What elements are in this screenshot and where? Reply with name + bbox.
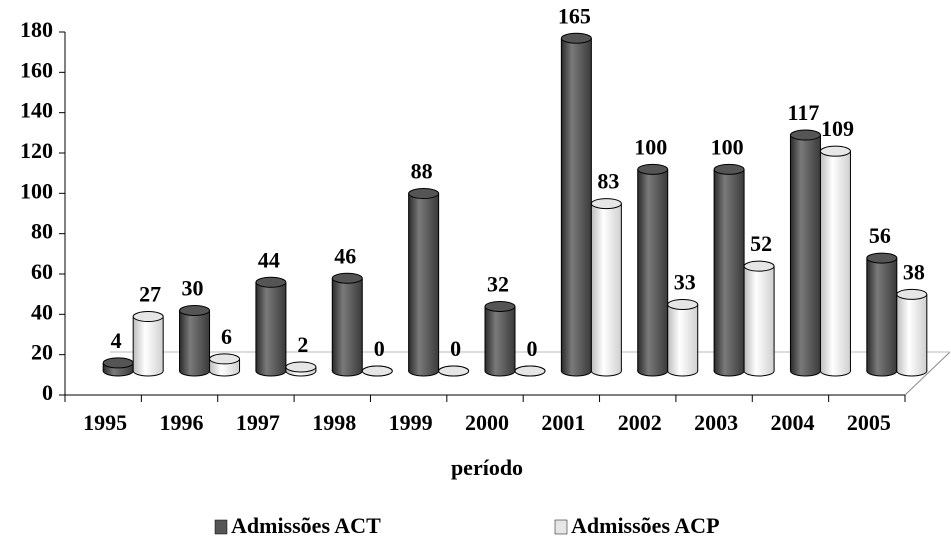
bar-top [866, 252, 898, 264]
bar-top [896, 288, 928, 300]
value-label: 56 [869, 223, 891, 248]
value-label: 100 [711, 134, 744, 159]
x-tick-label: 2005 [847, 410, 891, 435]
value-label: 30 [182, 276, 204, 301]
bar [896, 294, 927, 371]
legend-swatch [554, 519, 568, 535]
bar [561, 38, 592, 371]
value-label: 0 [374, 336, 385, 361]
y-tick-label: 60 [31, 259, 53, 284]
y-tick-label: 100 [20, 178, 53, 203]
value-label: 52 [750, 231, 772, 256]
legend-label: Admissões ACT [231, 513, 381, 538]
bar-top [590, 198, 622, 210]
y-tick-label: 120 [20, 138, 53, 163]
bar-top [285, 361, 317, 373]
value-label: 83 [597, 169, 619, 194]
value-label: 165 [558, 3, 591, 28]
value-label: 6 [221, 324, 232, 349]
y-tick-label: 160 [20, 57, 53, 82]
y-tick-label: 180 [20, 17, 53, 42]
bar [714, 169, 745, 371]
bar-top [331, 272, 363, 284]
value-label: 32 [487, 272, 509, 297]
bar [485, 306, 515, 371]
x-tick-label: 2000 [465, 410, 509, 435]
bar [179, 310, 210, 371]
bar-top [209, 353, 241, 365]
bar [820, 151, 851, 371]
bar-top [713, 163, 745, 175]
value-label: 4 [111, 328, 122, 353]
y-tick-label: 80 [31, 219, 53, 244]
bar-top [438, 365, 470, 377]
legend-label: Admissões ACP [571, 513, 720, 538]
bar-top [819, 145, 851, 157]
value-label: 33 [674, 269, 696, 294]
value-label: 38 [903, 259, 925, 284]
x-tick-label: 1996 [160, 410, 204, 435]
bar [591, 203, 622, 371]
x-tick-label: 2002 [618, 410, 662, 435]
x-tick-label: 2004 [770, 410, 814, 435]
bar-top [484, 300, 516, 312]
bar-top [789, 129, 821, 141]
value-label: 2 [297, 332, 308, 357]
value-label: 27 [139, 282, 161, 307]
x-tick-label: 2001 [541, 410, 585, 435]
x-tick-label: 1998 [312, 410, 356, 435]
y-tick-label: 40 [31, 299, 53, 324]
bar [667, 304, 698, 371]
bar-top [560, 32, 592, 44]
y-tick-label: 20 [31, 340, 53, 365]
value-label: 0 [527, 336, 538, 361]
x-tick-label: 2003 [694, 410, 738, 435]
bar-top [408, 188, 440, 200]
bar [255, 282, 286, 371]
value-label: 109 [821, 116, 854, 141]
bar-top [361, 365, 393, 377]
bar [133, 316, 164, 371]
bar-top [637, 163, 669, 175]
x-tick-label: 1995 [83, 410, 127, 435]
value-label: 100 [634, 134, 667, 159]
bar-top [102, 357, 134, 369]
bar-top [743, 260, 775, 272]
bar [790, 135, 821, 371]
x-tick-label: 1999 [389, 410, 433, 435]
value-label: 88 [411, 159, 433, 184]
bar [744, 266, 775, 371]
x-tick-label: 1997 [236, 410, 280, 435]
bar-top [132, 311, 164, 323]
value-label: 46 [334, 243, 356, 268]
bar [637, 169, 668, 371]
bar-top [514, 365, 546, 377]
legend-swatch [214, 519, 228, 535]
y-tick-label: 140 [20, 98, 53, 123]
bar-top [667, 298, 699, 310]
y-tick-label: 0 [42, 380, 53, 405]
bar-top [179, 305, 211, 316]
value-label: 0 [450, 336, 461, 361]
bar-top [255, 276, 287, 288]
x-axis-label: período [451, 455, 523, 480]
bar [408, 193, 439, 371]
bar [332, 278, 363, 371]
value-label: 117 [788, 100, 820, 125]
value-label: 44 [258, 247, 280, 272]
bar [866, 258, 897, 371]
